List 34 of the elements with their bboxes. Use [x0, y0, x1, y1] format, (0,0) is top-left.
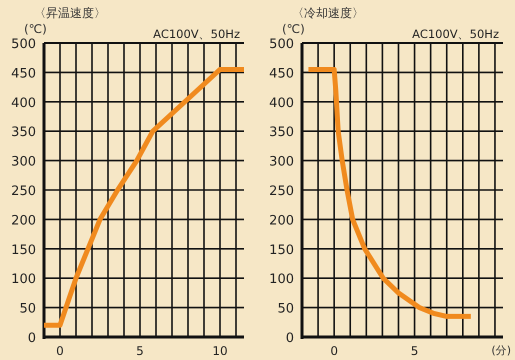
y-tick-label: 300	[11, 154, 36, 170]
y-tick-label: 450	[11, 66, 36, 82]
chart-title: 〈昇温速度〉	[34, 6, 106, 20]
y-tick-label: 400	[11, 96, 36, 111]
y-tick-label: 0	[286, 331, 294, 346]
y-tick-label: 50	[19, 302, 36, 317]
y-tick-label: 150	[11, 242, 36, 258]
y-tick-label: 200	[11, 213, 36, 228]
x-tick-label: 10	[212, 344, 228, 358]
y-tick-label: 450	[269, 66, 294, 82]
x-tick-label: 5	[136, 344, 144, 358]
y-tick-label: 250	[269, 184, 294, 199]
x-tick-label: 0	[56, 344, 64, 358]
y-tick-label: 50	[277, 302, 294, 317]
x-tick-label: 5	[410, 344, 418, 358]
y-tick-label: 150	[269, 242, 294, 258]
chart-title: 〈冷却速度〉	[292, 6, 364, 20]
y-tick-label: 100	[269, 272, 294, 288]
y-axis-title: (℃)	[24, 22, 47, 36]
y-tick-label: 100	[11, 272, 36, 288]
y-axis-title: (℃)	[282, 22, 305, 36]
y-tick-label: 500	[11, 37, 36, 52]
x-tick-label: 0	[330, 344, 338, 358]
y-tick-label: 350	[11, 125, 36, 140]
y-tick-label: 200	[269, 213, 294, 228]
y-tick-label: 300	[269, 154, 294, 170]
y-tick-label: 250	[11, 184, 36, 199]
x-axis-title: (分)	[491, 344, 511, 357]
text: AC100V、50Hz	[412, 27, 499, 41]
y-tick-label: 500	[269, 37, 294, 52]
y-tick-label: 350	[269, 125, 294, 140]
text: AC100V、50Hz	[153, 27, 240, 41]
y-tick-label: 400	[269, 96, 294, 111]
y-tick-label: 0	[28, 331, 36, 346]
